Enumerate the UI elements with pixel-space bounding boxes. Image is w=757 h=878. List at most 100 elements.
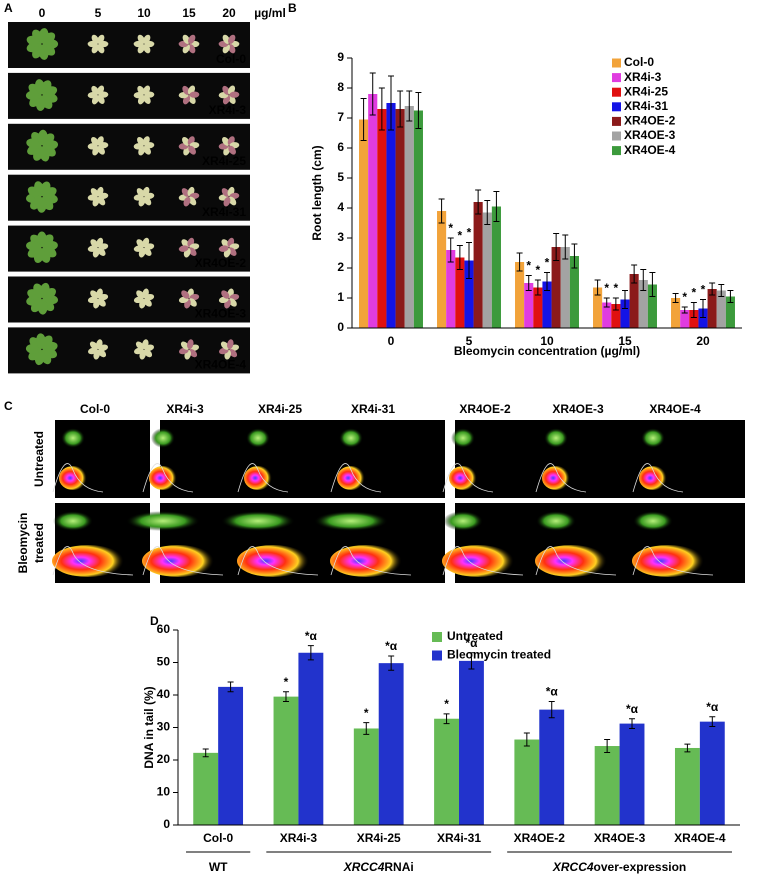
leaf	[97, 247, 106, 256]
column-label: XR4OE-2	[459, 402, 511, 416]
panel-label: A	[4, 1, 13, 15]
x-tick-label: XR4i-3	[280, 831, 318, 845]
column-label: XR4OE-4	[649, 402, 701, 416]
annotation: *α	[626, 702, 639, 716]
y-tick-label: 0	[163, 817, 170, 831]
bar	[674, 747, 700, 825]
error-bar	[397, 90, 404, 128]
bar	[515, 262, 525, 328]
bar	[629, 274, 639, 328]
annotation: *	[536, 263, 541, 277]
annotation: *	[284, 675, 289, 689]
error-bar	[718, 284, 725, 297]
bar	[377, 109, 387, 328]
comet-head	[61, 428, 85, 448]
y-tick-label: 3	[337, 230, 344, 244]
error-bar	[681, 306, 688, 314]
y-tick-label: 50	[157, 655, 171, 669]
y-tick-label: 1	[337, 290, 344, 304]
y-tick-label: 20	[157, 752, 171, 766]
comet-head	[53, 511, 93, 531]
legend-label: Untreated	[447, 629, 503, 643]
error-bar	[544, 272, 550, 291]
leaf	[98, 91, 109, 98]
panel-label: B	[288, 1, 297, 15]
x-tick-label: 10	[540, 334, 554, 348]
leaf	[228, 298, 237, 307]
error-bar	[548, 701, 555, 719]
comet-heatmap	[442, 545, 514, 577]
x-tick-label: Col-0	[203, 831, 233, 845]
bar	[446, 250, 456, 328]
comet-image	[160, 420, 445, 498]
error-bar	[631, 264, 638, 284]
column-label: 0	[39, 6, 46, 20]
column-label: Col-0	[80, 402, 110, 416]
error-bar	[690, 302, 697, 318]
bar	[359, 119, 369, 328]
error-bar	[369, 72, 376, 116]
bar	[386, 103, 396, 328]
error-bar	[378, 87, 385, 131]
bar	[539, 709, 565, 825]
error-bar	[684, 743, 691, 753]
x-tick-label: XR4OE-2	[514, 831, 566, 845]
x-tick-label: XR4OE-4	[674, 831, 726, 845]
error-bar	[640, 269, 647, 291]
leaf	[189, 91, 200, 98]
leaf	[142, 339, 149, 350]
bar	[464, 260, 474, 328]
comet-profile	[142, 546, 224, 576]
error-bar	[562, 234, 569, 260]
leaf	[227, 339, 234, 350]
bar	[413, 110, 423, 328]
row-label: Col-0	[216, 52, 246, 66]
leaf	[187, 339, 194, 350]
leaf	[96, 339, 103, 350]
y-tick-label: 7	[337, 110, 344, 124]
legend-label: XR4OE-4	[624, 143, 676, 157]
annotation: *	[604, 281, 609, 295]
bar	[533, 287, 543, 328]
bar	[689, 310, 699, 328]
leaf	[221, 290, 230, 299]
leaf	[223, 196, 231, 207]
leaf	[228, 145, 236, 155]
leaf	[222, 136, 230, 146]
group-gene: XRCC4	[552, 860, 594, 874]
comet-profile	[442, 546, 524, 576]
bar	[620, 299, 630, 328]
comet-profile	[237, 546, 319, 576]
column-label: XR4OE-3	[552, 402, 604, 416]
x-tick-label: 15	[618, 334, 632, 348]
comet-image	[455, 420, 745, 498]
error-bar	[727, 290, 734, 303]
x-tick-label: XR4i-25	[357, 831, 401, 845]
leaf	[188, 145, 196, 155]
y-tick-label: 9	[337, 50, 344, 64]
panel-a: A 0 5 10 15 20 µg/ml Col-0 XR4i-3 XR4i-25 XR4i-31 X…	[4, 1, 286, 374]
annotation: *	[467, 226, 472, 240]
leaf	[136, 290, 145, 299]
bar	[491, 206, 501, 328]
error-bar	[612, 297, 619, 311]
error-bar	[525, 275, 532, 291]
comet-profile	[535, 463, 587, 493]
bar	[638, 280, 648, 328]
bar	[434, 718, 459, 825]
bar	[524, 283, 534, 328]
annotation: *	[364, 706, 369, 720]
bar	[699, 721, 725, 825]
annotation: *	[458, 229, 463, 243]
bar	[368, 94, 378, 328]
comet-head	[633, 511, 673, 531]
error-bar	[468, 652, 475, 670]
bar	[725, 296, 735, 328]
annotation: *	[526, 259, 531, 273]
error-bar	[523, 732, 530, 747]
error-bar	[388, 655, 395, 671]
bar	[395, 109, 405, 328]
y-tick-label: 0	[337, 320, 344, 334]
error-bar	[438, 198, 445, 224]
